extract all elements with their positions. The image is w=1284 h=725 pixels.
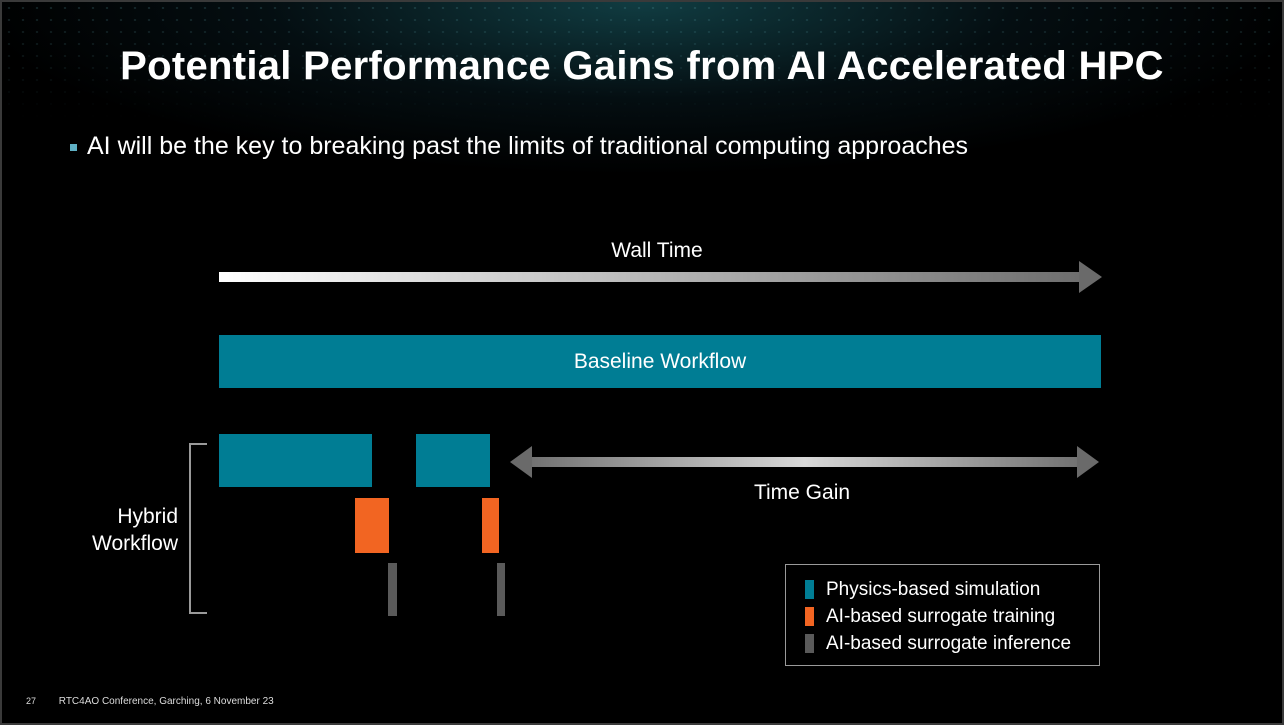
footer-text: RTC4AO Conference, Garching, 6 November …: [58, 696, 274, 707]
time-gain-arrow: [510, 446, 1099, 478]
surrogate-training-block-1: [355, 498, 389, 553]
legend-item-training: AI-based surrogate training: [786, 603, 1099, 630]
legend-item-simulation: Physics-based simulation: [786, 576, 1099, 603]
legend-item-inference: AI-based surrogate inference: [786, 630, 1099, 657]
slide-title: Potential Performance Gains from AI Acce…: [120, 44, 1164, 88]
hybrid-simulation-block-1: [219, 434, 372, 487]
baseline-workflow-label: Baseline Workflow: [573, 349, 747, 373]
time-gain-label: Time Gain: [753, 481, 851, 504]
hybrid-workflow-bracket: [189, 443, 207, 614]
hybrid-label-line1: Hybrid: [117, 505, 178, 528]
legend-label-training: AI-based surrogate training: [826, 605, 1056, 627]
legend-swatch-simulation: [805, 580, 814, 599]
surrogate-inference-block-1: [388, 563, 397, 616]
legend: Physics-based simulation AI-based surrog…: [785, 564, 1100, 666]
bullet-point: AI will be the key to breaking past the …: [70, 132, 968, 161]
bullet-square-icon: [70, 144, 77, 151]
page-number: 27: [26, 696, 37, 706]
legend-swatch-training: [805, 607, 814, 626]
legend-label-simulation: Physics-based simulation: [826, 578, 1041, 600]
hybrid-label-line2: Workflow: [92, 532, 178, 555]
wall-time-label: Wall Time: [611, 239, 703, 262]
bullet-text: AI will be the key to breaking past the …: [87, 132, 969, 160]
hybrid-workflow-label: Hybrid Workflow: [72, 503, 178, 557]
surrogate-training-block-2: [482, 498, 499, 553]
legend-label-inference: AI-based surrogate inference: [826, 632, 1072, 654]
baseline-workflow-bar: Baseline Workflow: [219, 335, 1101, 388]
background-dot-pattern: [2, 2, 1282, 122]
legend-swatch-inference: [805, 634, 814, 653]
surrogate-inference-block-2: [497, 563, 505, 616]
hybrid-simulation-block-2: [416, 434, 490, 487]
wall-time-arrow: [219, 261, 1102, 293]
slide-footer: 27 RTC4AO Conference, Garching, 6 Novemb…: [26, 696, 274, 707]
